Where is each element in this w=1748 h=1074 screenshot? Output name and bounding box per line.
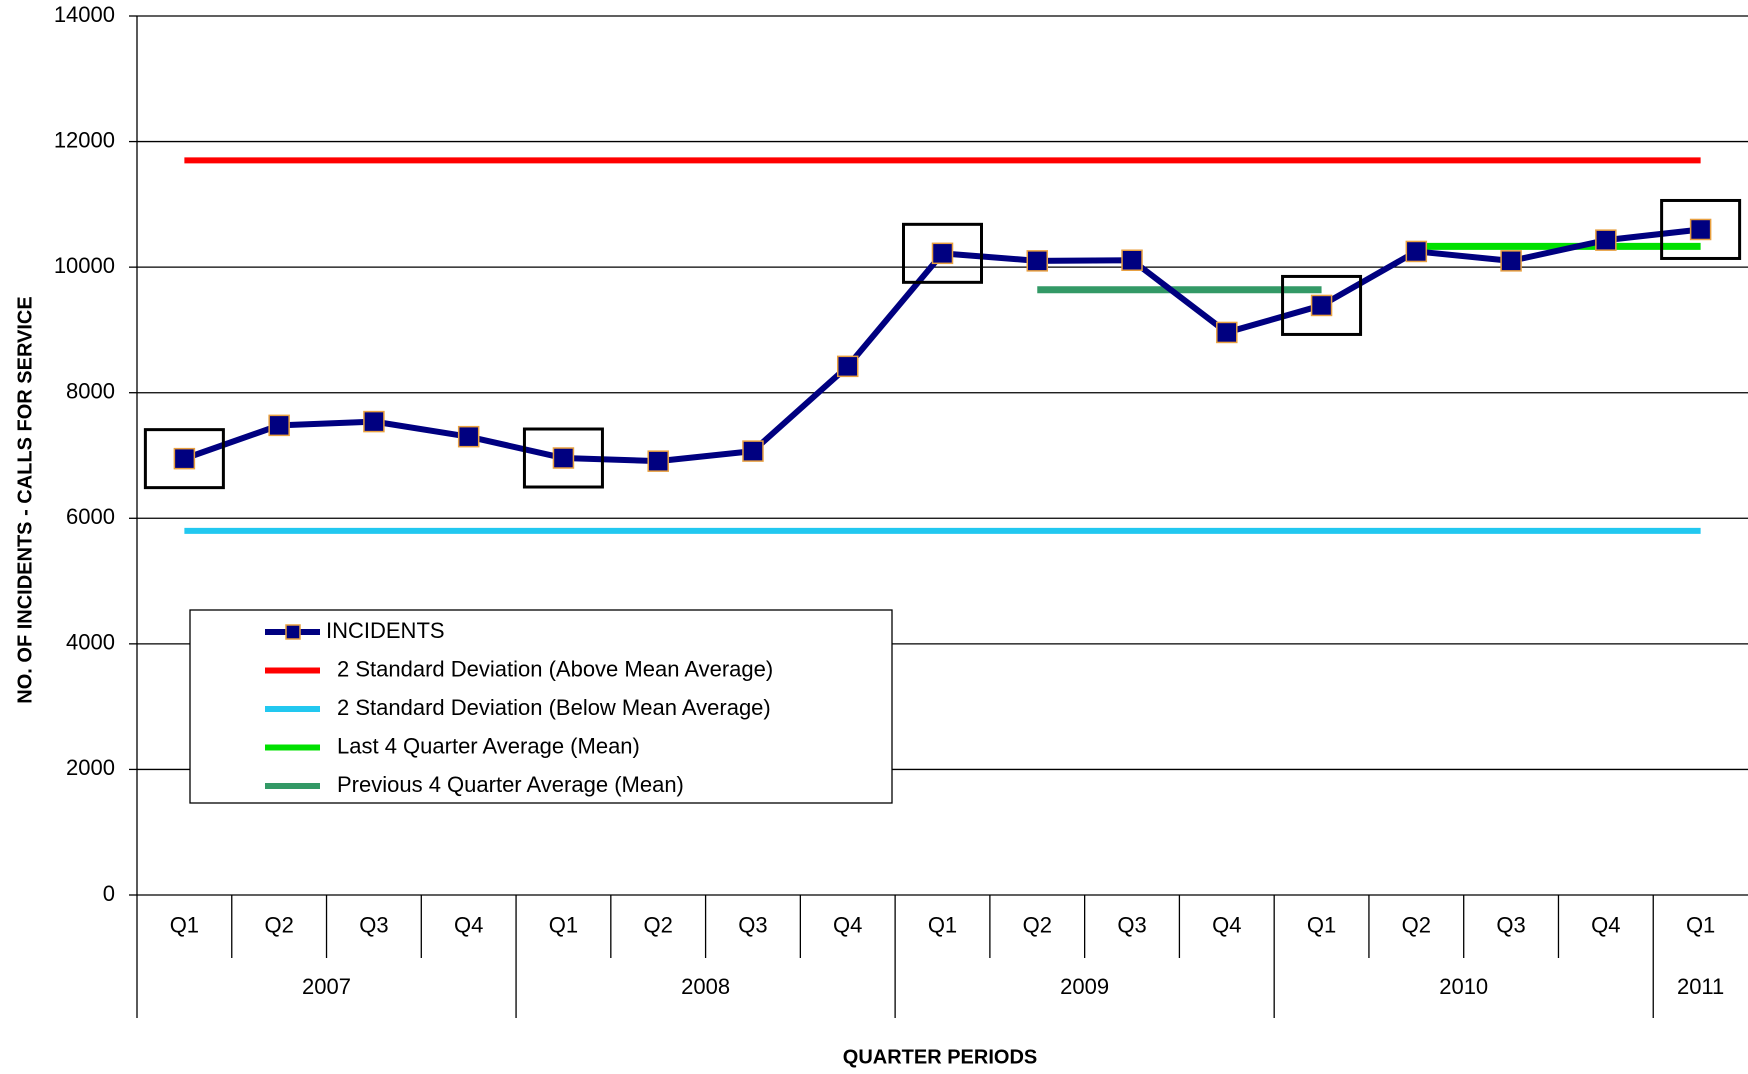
x-tick-label: Q4: [1591, 912, 1620, 937]
y-tick-label: 0: [103, 881, 115, 906]
year-label: 2010: [1439, 974, 1488, 999]
x-tick-label: Q1: [928, 912, 957, 937]
year-label: 2008: [681, 974, 730, 999]
x-tick-label: Q3: [359, 912, 388, 937]
marker: [268, 414, 290, 437]
legend-label: 2 Standard Deviation (Below Mean Average…: [337, 695, 771, 720]
x-tick-label: Q3: [1117, 912, 1146, 937]
x-axis-title: QUARTER PERIODS: [843, 1046, 1037, 1068]
x-tick-label: Q1: [1307, 912, 1336, 937]
marker: [1405, 240, 1428, 263]
series-line: [183, 226, 1701, 465]
marker: [1216, 321, 1238, 344]
y-tick-label: 10000: [54, 253, 115, 278]
marker: [742, 440, 764, 462]
x-tick-label: Q4: [1212, 912, 1241, 937]
marker: [647, 450, 669, 472]
x-tick-label: Q2: [264, 912, 293, 937]
x-tick-label: Q3: [1496, 912, 1525, 937]
highlight-box: [143, 428, 225, 490]
year-label: 2009: [1060, 974, 1109, 999]
x-tick-label: Q4: [454, 912, 483, 937]
marker: [1689, 218, 1712, 241]
y-tick-label: 14000: [54, 2, 115, 27]
highlight-box: [1281, 274, 1363, 336]
year-label: 2007: [302, 974, 351, 999]
marker: [363, 410, 385, 433]
x-tick-label: Q1: [1686, 912, 1715, 937]
legend-marker: [285, 624, 301, 640]
highlight-box: [902, 222, 983, 284]
marker: [931, 242, 954, 265]
y-tick-label: 12000: [54, 127, 115, 152]
legend-label: INCIDENTS: [326, 618, 445, 643]
x-tick-label: Q2: [1402, 912, 1431, 937]
marker: [1595, 229, 1617, 251]
marker: [457, 425, 480, 448]
x-tick-label: Q1: [170, 912, 199, 937]
highlight-box: [1660, 198, 1742, 260]
legend-label: 2 Standard Deviation (Above Mean Average…: [337, 656, 773, 681]
highlight-box: [522, 427, 604, 489]
x-tick-label: Q4: [833, 912, 862, 937]
marker: [836, 355, 859, 378]
marker: [1026, 250, 1049, 272]
y-tick-label: 8000: [66, 379, 115, 404]
y-tick-label: 2000: [66, 755, 115, 780]
y-axis-title: NO. OF INCIDENTS - CALLS FOR SERVICE: [14, 296, 36, 703]
marker: [1500, 250, 1522, 272]
marker: [552, 447, 575, 469]
x-tick-label: Q1: [549, 912, 578, 937]
x-tick-label: Q3: [738, 912, 767, 937]
legend-label: Last 4 Quarter Average (Mean): [337, 733, 640, 758]
marker: [1121, 249, 1143, 271]
marker: [173, 447, 196, 470]
x-tick-label: Q2: [644, 912, 673, 937]
x-tick-label: Q2: [1023, 912, 1052, 937]
year-label: 2011: [1677, 974, 1724, 999]
marker: [1310, 294, 1333, 317]
legend-label: Previous 4 Quarter Average (Mean): [337, 772, 684, 797]
y-tick-label: 4000: [66, 630, 115, 655]
y-tick-label: 6000: [66, 504, 115, 529]
